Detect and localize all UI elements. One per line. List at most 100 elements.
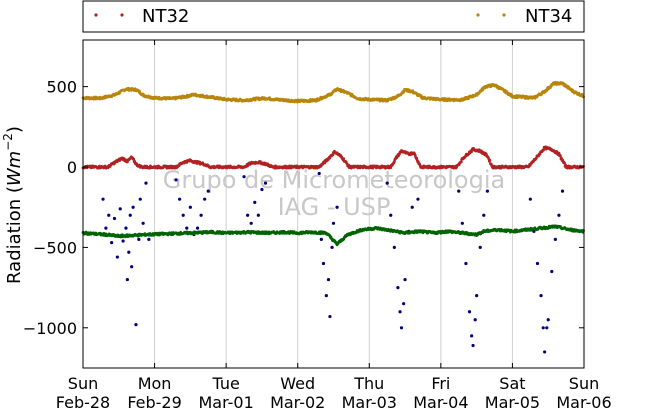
data-point bbox=[256, 213, 260, 217]
data-point bbox=[132, 157, 136, 161]
legend-label-nt32: NT32 bbox=[142, 6, 189, 27]
data-point bbox=[399, 326, 404, 330]
data-point bbox=[415, 156, 419, 160]
data-point bbox=[115, 255, 119, 259]
data-point bbox=[342, 157, 346, 161]
data-point bbox=[178, 197, 182, 201]
data-point bbox=[550, 269, 554, 274]
data-point bbox=[478, 245, 482, 250]
data-point bbox=[485, 189, 489, 193]
data-point bbox=[488, 158, 492, 162]
data-point bbox=[144, 181, 148, 185]
data-point bbox=[542, 148, 546, 152]
data-point bbox=[402, 302, 406, 306]
y-tick-label: 500 bbox=[46, 78, 77, 97]
data-point bbox=[470, 334, 474, 338]
data-point bbox=[246, 213, 250, 217]
x-tick-label-day: Fri bbox=[431, 374, 450, 393]
data-point bbox=[174, 178, 178, 182]
data-point bbox=[326, 277, 331, 282]
x-tick-label-day: Thu bbox=[353, 374, 384, 393]
x-tick-label-date: Feb-28 bbox=[56, 393, 110, 409]
legend-box bbox=[82, 0, 585, 33]
data-point bbox=[482, 213, 486, 217]
data-point bbox=[392, 245, 396, 250]
tick-layer: SunFeb-28MonFeb-29TueMar-01WedMar-02ThuM… bbox=[23, 40, 612, 409]
data-point bbox=[118, 207, 122, 211]
data-point bbox=[249, 221, 253, 225]
data-point bbox=[460, 221, 464, 225]
data-point bbox=[319, 237, 323, 241]
data-point bbox=[473, 318, 477, 322]
x-tick-label-day: Mon bbox=[138, 374, 172, 393]
data-point bbox=[328, 314, 332, 319]
data-point bbox=[564, 163, 567, 167]
x-tick-label-date: Mar-04 bbox=[413, 393, 468, 409]
data-point bbox=[459, 160, 463, 164]
y-axis-label: Radiation (Wm−2) bbox=[1, 126, 25, 284]
plot-frame bbox=[82, 39, 585, 369]
data-point bbox=[107, 213, 111, 217]
data-point bbox=[410, 205, 414, 209]
data-point bbox=[398, 310, 402, 314]
x-tick-label-date: Mar-05 bbox=[485, 393, 540, 409]
data-point bbox=[110, 240, 114, 245]
x-tick-label-date: Mar-03 bbox=[342, 393, 397, 409]
data-point bbox=[137, 237, 141, 241]
data-point bbox=[203, 197, 207, 201]
data-point bbox=[535, 261, 540, 266]
data-point bbox=[546, 318, 550, 322]
data-point bbox=[263, 181, 268, 185]
legend-marker-nt32-b bbox=[120, 13, 124, 17]
legend-marker-nt34-a bbox=[476, 13, 480, 17]
x-tick-label-day: Sun bbox=[68, 374, 98, 393]
data-point bbox=[112, 216, 117, 221]
legend-marker-nt32-a bbox=[94, 13, 98, 17]
data-point bbox=[457, 189, 461, 193]
legend-marker-nt34-b bbox=[502, 13, 506, 17]
data-point bbox=[101, 197, 105, 201]
data-point bbox=[416, 197, 420, 201]
data-point bbox=[206, 189, 210, 193]
data-point bbox=[560, 189, 565, 193]
data-point bbox=[389, 213, 393, 217]
data-point bbox=[181, 213, 185, 217]
series-nt33 bbox=[81, 224, 585, 247]
data-point bbox=[324, 294, 328, 298]
data-point bbox=[331, 153, 335, 157]
data-point bbox=[553, 237, 557, 241]
data-point bbox=[104, 226, 108, 230]
x-tick-label-day: Sun bbox=[569, 374, 599, 393]
data-point bbox=[131, 205, 135, 209]
x-tick-label-day: Tue bbox=[211, 374, 239, 393]
data-point bbox=[464, 261, 468, 266]
data-point bbox=[557, 213, 561, 217]
data-point bbox=[141, 221, 145, 225]
data-point bbox=[195, 226, 200, 230]
series-nt35 bbox=[101, 171, 565, 354]
data-point bbox=[260, 187, 264, 192]
watermark: Grupo de Micrometeorologia IAG - USP bbox=[163, 166, 505, 221]
y-tick-label: −1000 bbox=[23, 319, 77, 338]
data-point bbox=[539, 294, 543, 298]
data-point bbox=[127, 250, 131, 254]
data-point bbox=[528, 197, 532, 201]
data-point bbox=[125, 277, 129, 282]
data-point bbox=[130, 265, 134, 269]
data-point bbox=[242, 175, 246, 179]
data-point bbox=[471, 343, 475, 348]
y-tick-label: 0 bbox=[67, 158, 77, 177]
data-point bbox=[331, 221, 336, 225]
data-point bbox=[335, 205, 339, 209]
data-point bbox=[128, 213, 132, 217]
data-point bbox=[389, 166, 393, 170]
x-tick-label-day: Sat bbox=[499, 374, 525, 393]
data-point bbox=[403, 277, 407, 282]
data-point bbox=[385, 181, 389, 185]
x-tick-label-date: Mar-02 bbox=[270, 393, 325, 409]
data-point bbox=[541, 326, 545, 330]
data-point bbox=[147, 237, 151, 241]
grid-layer bbox=[154, 40, 513, 368]
data-point bbox=[396, 286, 400, 290]
